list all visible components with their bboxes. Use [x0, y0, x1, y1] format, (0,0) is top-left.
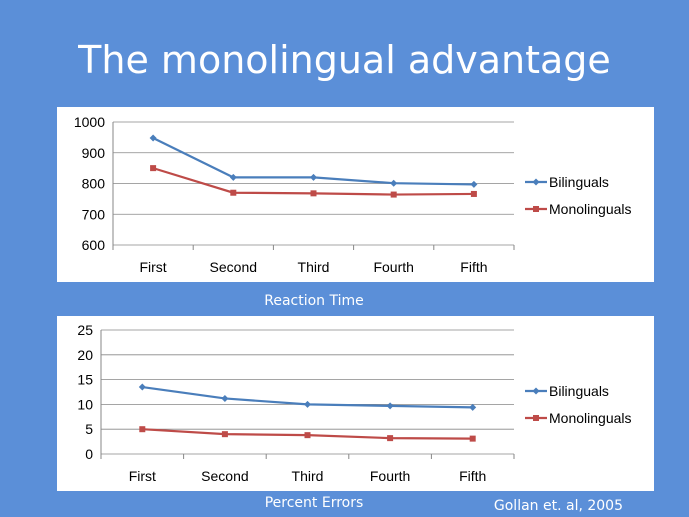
- y-tick-label: 900: [82, 145, 106, 161]
- data-point-monolinguals: [469, 435, 476, 442]
- chart-caption-percent-errors: Percent Errors: [264, 495, 364, 511]
- y-tick-label: 0: [85, 446, 93, 462]
- data-point-monolinguals: [221, 431, 228, 438]
- y-tick-label: 1000: [74, 114, 105, 130]
- legend-marker-bilinguals: [532, 387, 540, 395]
- data-point-monolinguals: [310, 190, 317, 197]
- data-point-bilinguals: [469, 403, 477, 411]
- data-point-monolinguals: [230, 189, 237, 196]
- data-point-bilinguals: [390, 179, 398, 187]
- slide-title: The monolingual advantage: [78, 38, 611, 82]
- data-point-monolinguals: [470, 190, 477, 197]
- percent-errors-chart: 0 5 10 15 20 25 First Second Third Fourth Fifth Bil…: [77, 322, 632, 484]
- data-point-bilinguals: [304, 400, 311, 408]
- y-tick-label: 25: [77, 322, 93, 338]
- chart-caption-reaction-time: Reaction Time: [264, 293, 364, 309]
- x-tick-label: Fifth: [459, 468, 486, 484]
- x-tick-label: First: [139, 259, 166, 275]
- chart-panel-reaction-time: 600 700 800 900 1000 First Second Third Fourth Fi…: [57, 107, 654, 282]
- citation: Gollan et. al, 2005: [493, 498, 623, 514]
- legend-label-monolinguals: Monolinguals: [549, 201, 632, 217]
- x-tick-label: Fourth: [370, 468, 410, 484]
- data-point-monolinguals: [139, 426, 146, 433]
- y-tick-label: 800: [82, 176, 106, 192]
- data-point-monolinguals: [390, 191, 397, 198]
- x-tick-label: Third: [292, 468, 324, 484]
- y-tick-label: 15: [77, 372, 93, 388]
- data-point-bilinguals: [138, 383, 146, 391]
- x-tick-label: Second: [201, 468, 248, 484]
- data-point-monolinguals: [150, 165, 157, 172]
- x-tick-label: Fourth: [373, 259, 413, 275]
- data-point-bilinguals: [229, 173, 237, 181]
- data-point-bilinguals: [470, 180, 478, 188]
- x-tick-label: Third: [298, 259, 330, 275]
- legend-marker-bilinguals: [532, 178, 540, 186]
- x-tick-label: First: [129, 468, 156, 484]
- legend-marker-monolinguals: [533, 206, 539, 212]
- y-tick-label: 10: [77, 396, 93, 412]
- chart-panel-percent-errors: 0 5 10 15 20 25 First Second Third Fourth Fifth Bil…: [57, 316, 654, 491]
- data-point-bilinguals: [386, 402, 394, 410]
- data-point-bilinguals: [221, 394, 229, 402]
- legend-marker-monolinguals: [533, 415, 539, 421]
- legend-label-bilinguals: Bilinguals: [549, 383, 609, 399]
- y-tick-label: 700: [82, 206, 106, 222]
- reaction-time-chart: 600 700 800 900 1000 First Second Third Fourth Fi…: [74, 114, 632, 275]
- y-tick-label: 5: [85, 421, 93, 437]
- legend-label-bilinguals: Bilinguals: [549, 174, 609, 190]
- data-point-monolinguals: [304, 432, 311, 439]
- y-tick-label: 600: [82, 237, 106, 253]
- data-point-bilinguals: [310, 173, 317, 181]
- x-tick-label: Fifth: [460, 259, 487, 275]
- data-point-monolinguals: [387, 435, 394, 442]
- x-tick-label: Second: [210, 259, 257, 275]
- legend-label-monolinguals: Monolinguals: [549, 410, 632, 426]
- y-tick-label: 20: [77, 347, 93, 363]
- data-point-bilinguals: [149, 134, 157, 142]
